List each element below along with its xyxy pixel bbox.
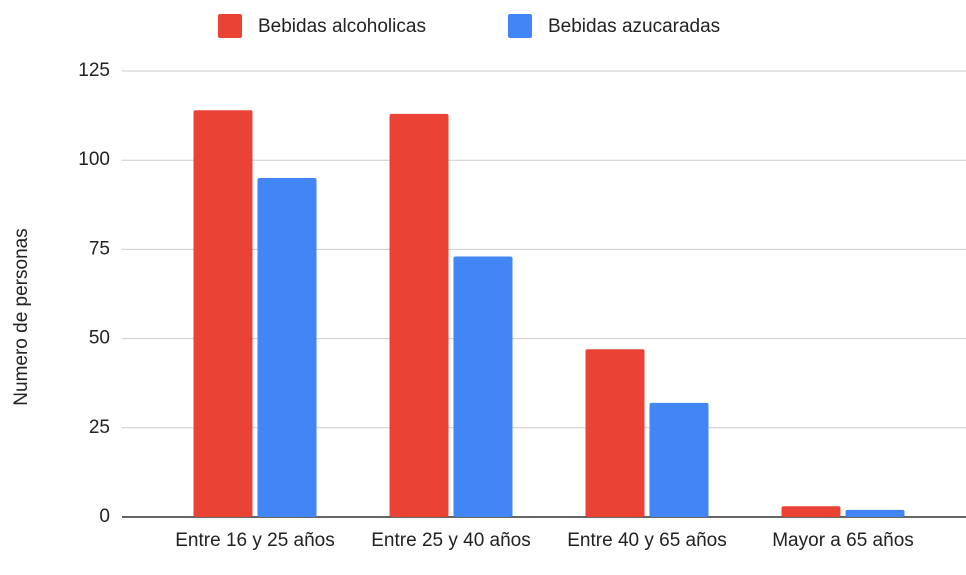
y-tick-label: 25 xyxy=(89,417,110,438)
legend-swatch xyxy=(508,14,532,38)
x-tick-label: Entre 40 y 65 años xyxy=(567,530,727,551)
y-tick-label: 125 xyxy=(78,60,110,81)
y-tick-label: 0 xyxy=(99,506,110,527)
x-tick-label: Entre 25 y 40 años xyxy=(371,530,531,551)
bar xyxy=(193,110,253,518)
legend-label: Bebidas alcoholicas xyxy=(258,16,426,37)
x-tick-label: Mayor a 65 años xyxy=(772,530,914,551)
bar xyxy=(781,506,841,517)
bar xyxy=(453,256,513,517)
x-tick-label: Entre 16 y 25 años xyxy=(175,530,335,551)
y-tick-label: 100 xyxy=(78,149,110,170)
legend-swatch xyxy=(218,14,242,38)
y-tick-label: 75 xyxy=(89,238,110,259)
y-tick-label: 50 xyxy=(89,328,110,349)
bar xyxy=(845,509,905,517)
bar xyxy=(649,402,709,517)
bar xyxy=(257,178,317,518)
legend-label: Bebidas azucaradas xyxy=(548,16,720,37)
bar xyxy=(389,113,449,517)
bar xyxy=(585,349,645,517)
y-axis-label: Numero de personas xyxy=(11,228,32,405)
